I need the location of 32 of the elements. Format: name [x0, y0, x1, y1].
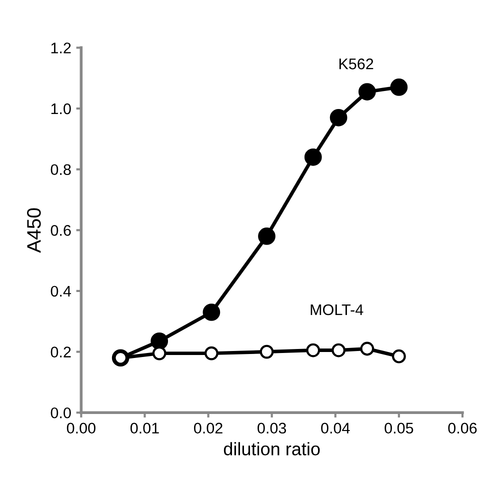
y-tick-label: 1.0 — [51, 103, 71, 114]
point — [150, 332, 168, 350]
point — [332, 343, 346, 358]
point — [258, 228, 276, 245]
y-tick-label: 0.6 — [50, 225, 71, 236]
series-label: MOLT-4 — [310, 304, 364, 316]
point — [392, 349, 406, 364]
x-tick-label: 0.04 — [321, 422, 350, 434]
point — [202, 304, 220, 321]
point — [306, 343, 320, 358]
y-tick-label: 0.8 — [50, 164, 71, 176]
x-tick-label: 0.02 — [194, 422, 222, 434]
x-tick-label: 0.06 — [448, 422, 477, 434]
y-tick-label: 0.4 — [50, 286, 72, 297]
point — [390, 78, 408, 96]
x-tick-label: 0.00 — [66, 422, 96, 434]
y-tick-label: 0.0 — [50, 407, 71, 418]
x-tick-label: 0.03 — [258, 422, 286, 434]
point — [304, 148, 322, 166]
point — [152, 346, 166, 360]
point — [360, 342, 374, 356]
point — [330, 108, 348, 126]
x-tick-label: 0.05 — [384, 422, 414, 434]
y-axis-title: A450 — [27, 208, 41, 253]
y-tick-label: 0.2 — [50, 346, 71, 358]
point — [260, 344, 274, 359]
x-axis-title: dilution ratio — [224, 442, 320, 456]
x-tick-label: 0.01 — [130, 422, 159, 434]
point — [358, 83, 376, 100]
point — [204, 346, 218, 360]
series-label: K562 — [339, 58, 374, 70]
y-tick-label: 1.2 — [51, 42, 71, 54]
